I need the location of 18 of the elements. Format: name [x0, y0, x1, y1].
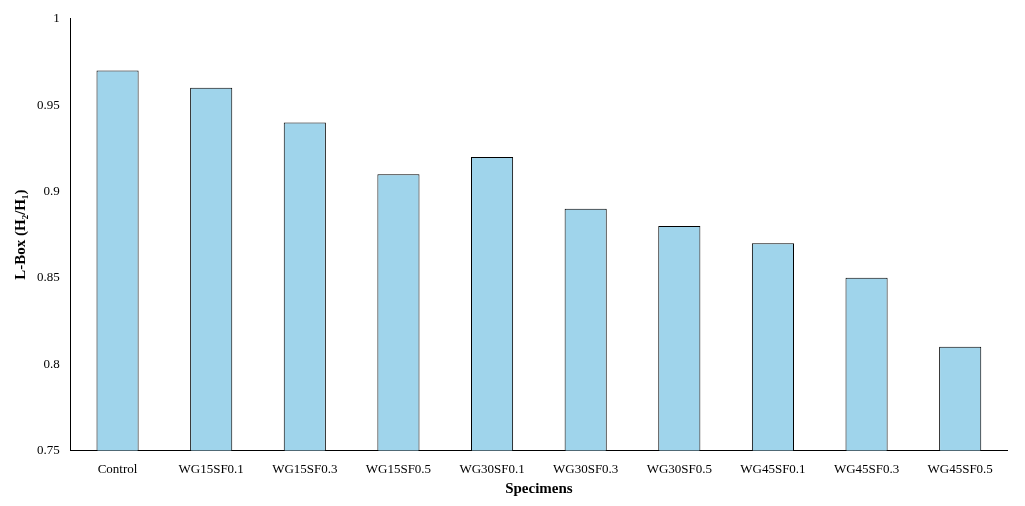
- y-tick-label: 0.8: [43, 355, 60, 371]
- x-tick-label: WG15SF0.3: [272, 460, 338, 476]
- y-tick-label: 1: [53, 10, 60, 26]
- x-axis-title: Specimens: [505, 479, 573, 496]
- x-tick-label: WG30SF0.3: [553, 460, 619, 476]
- x-tick-label: WG15SF0.1: [178, 460, 244, 476]
- x-tick-label: WG45SF0.1: [740, 460, 806, 476]
- x-tick-label: WG30SF0.5: [646, 460, 712, 476]
- y-tick-label: 0.9: [43, 182, 60, 198]
- y-tick-label: 0.85: [37, 269, 60, 285]
- x-tick-label: Control: [97, 460, 138, 476]
- y-tick-label: 0.95: [37, 96, 60, 112]
- y-axis-title: L-Box (H₂/H₁): [11, 189, 29, 280]
- x-tick-label: WG45SF0.5: [927, 460, 993, 476]
- x-tick-label: WG30SF0.1: [459, 460, 525, 476]
- y-tick-label: 0.75: [37, 441, 60, 457]
- x-tick-label: WG15SF0.5: [365, 460, 432, 476]
- x-tick-label: WG45SF0.3: [833, 460, 900, 476]
